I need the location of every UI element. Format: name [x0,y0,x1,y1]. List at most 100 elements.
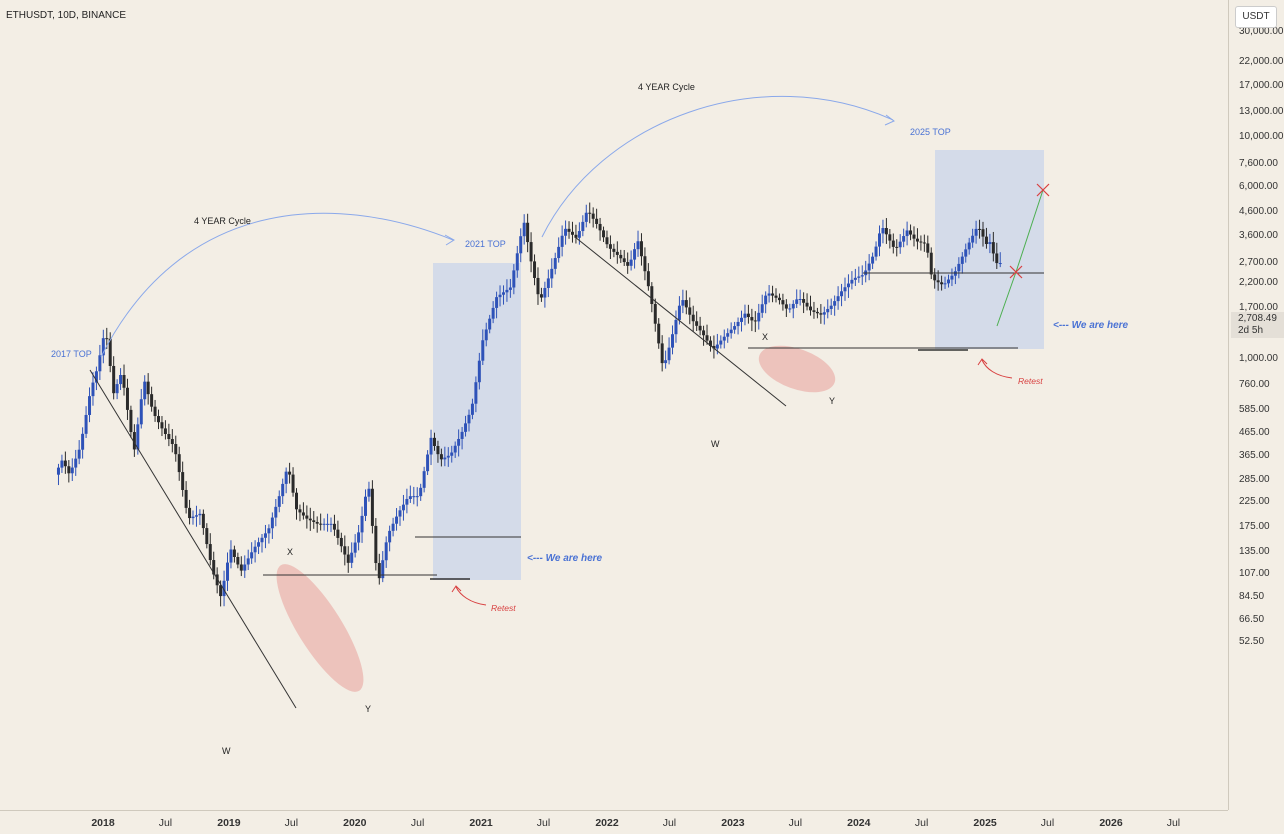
candle-body [729,329,733,334]
candle-body [281,483,285,497]
top-label-2021: 2021 TOP [465,239,506,249]
candle-body [902,236,906,242]
candle-body [519,236,523,254]
candle-body [346,554,350,563]
wave-y-2023: Y [829,396,835,406]
candle-body [457,438,461,446]
candle-body [174,444,178,455]
candle-body [909,230,913,235]
candle-body [560,235,564,247]
candle-body [412,496,416,498]
candle-body [888,234,892,241]
price-tick: 1,700.00 [1239,301,1278,313]
candle-body [874,246,878,257]
candle-body [998,263,1002,265]
candle-body [474,382,478,404]
chart-plot[interactable]: 4 YEAR Cycle 4 YEAR Cycle 2017 TOP 2021 TOP… [0,0,1228,810]
candle-body [481,340,485,361]
candle-body [784,304,788,309]
time-tick: 2023 [721,817,745,829]
candle-body [526,222,530,243]
price-tick: 52.50 [1239,636,1265,648]
candle-body [929,252,933,275]
candle-body [408,496,412,499]
candle-body [933,274,937,281]
candle-body [419,487,423,497]
candle-body [991,242,995,254]
candle-body [136,424,140,450]
candle-body [205,528,209,545]
current-price: 2,708.49 [1238,313,1277,324]
candle-body [332,523,336,530]
candle-body [884,228,888,235]
candle-body [74,458,78,468]
candle-body [284,471,288,484]
price-tick: 1,000.00 [1239,352,1278,364]
candle-body [802,299,806,303]
candle-body [170,439,174,445]
candle-body [984,236,988,245]
price-tick: 22,000.00 [1239,55,1284,67]
candle-body [70,467,74,474]
candle-body [664,360,668,364]
candle-body [736,321,740,327]
candle-body [384,542,388,561]
candle-body [974,228,978,236]
candle-body [415,496,419,498]
candle-body [150,394,154,407]
time-tick: 2025 [973,817,997,829]
candle-body [464,423,468,432]
candle-body [160,422,164,429]
candle-body [853,277,857,280]
candle-body [343,546,347,555]
candle-body [229,549,233,563]
current-price-tag: 2,708.49 2d 5h [1231,312,1284,338]
cycle-arc-1 [100,212,454,358]
candle-body [77,449,81,459]
candle-body [505,289,509,293]
candle-body [336,529,340,538]
candle-body [263,533,267,538]
candle-body [633,249,637,260]
wave-x-2019: X [287,547,293,557]
candle-body [681,300,685,306]
candle-body [719,340,723,345]
candle-body [591,213,595,219]
candle-body [439,454,443,460]
candle-body [602,230,606,238]
candle-body [163,428,167,435]
candle-body [660,343,664,364]
candle-body [139,399,143,425]
candle-body [695,321,699,326]
candle-body [860,275,864,277]
time-axis[interactable]: 2018 Jul 2019 Jul 2020 Jul 2021 Jul 2022 Jul 2023 J… [0,810,1228,834]
candle-body [443,457,447,460]
candle-body [636,241,640,250]
candle-body [557,246,561,259]
candle-body [753,320,757,322]
candle-body [491,307,495,319]
price-axis[interactable]: 30,000.00 22,000.00 17,000.00 13,000.00 10,0… [1228,0,1284,810]
candle-body [657,323,661,344]
candle-body [250,552,254,559]
candle-body [215,574,219,586]
candle-body [108,338,112,366]
time-tick: Jul [914,817,929,829]
candle-body [605,237,609,245]
candle-body [553,258,557,269]
candle-body [125,387,129,410]
candle-body [119,374,123,385]
candle-body [381,560,385,579]
candle-body [995,253,999,264]
candle-body [550,268,554,279]
candle-body [270,517,274,529]
candle-body [829,305,833,309]
currency-badge[interactable]: USDT [1235,6,1277,28]
candle-body [760,304,764,313]
candle-body [226,562,230,581]
candle-body [743,313,747,318]
top-label-2025: 2025 TOP [910,127,951,137]
candle-body [850,279,854,284]
candle-body [791,303,795,309]
